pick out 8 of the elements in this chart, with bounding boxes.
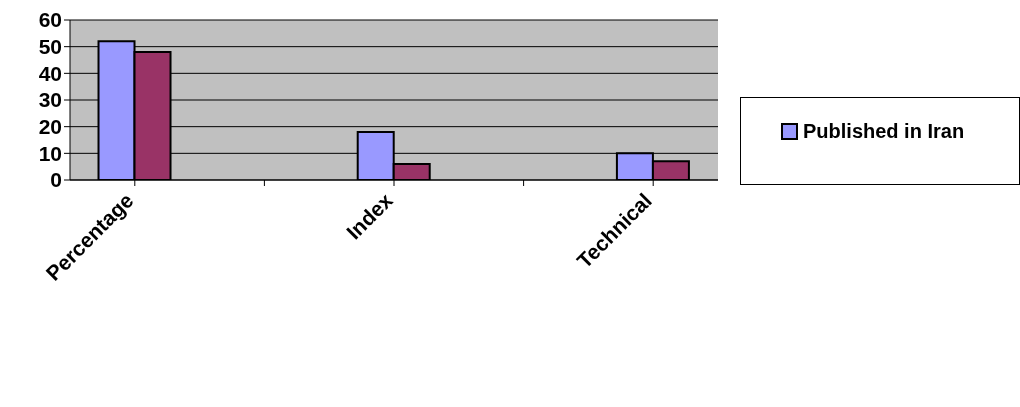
y-tick-label: 0 — [50, 168, 62, 192]
legend-label: Published in Iran — [803, 120, 965, 143]
y-tick-label: 50 — [38, 35, 62, 59]
y-tick-label: 10 — [38, 141, 62, 165]
y-tick-label: 20 — [38, 115, 62, 139]
y-tick-label: 30 — [38, 88, 62, 112]
y-tick-label: 40 — [38, 61, 62, 85]
y-tick-label: 60 — [38, 8, 62, 32]
